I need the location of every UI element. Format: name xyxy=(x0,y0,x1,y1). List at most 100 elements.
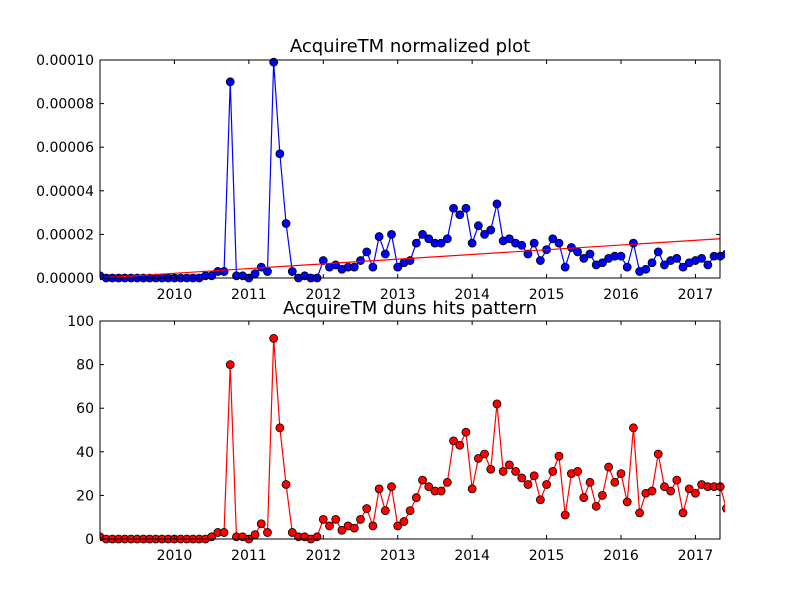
normalized-plot-data-point xyxy=(349,262,359,272)
normalized-plot-data-point xyxy=(647,258,657,268)
normalized-plot-data-point xyxy=(387,229,396,239)
duns-hits-data-point xyxy=(331,514,341,524)
normalized-plot-data-point xyxy=(436,238,446,248)
duns-hits-x-tick-label: 2015 xyxy=(529,548,565,564)
duns-hits-data-point xyxy=(591,501,601,511)
normalized-plot-data-point xyxy=(219,267,229,276)
duns-hits-x-tick-label: 2014 xyxy=(454,548,490,564)
normalized-plot-x-tick-label: 2011 xyxy=(231,287,267,303)
duns-hits-data-point xyxy=(523,480,533,489)
normalized-plot-data-point xyxy=(678,262,688,272)
normalized-plot-data-point xyxy=(380,249,390,259)
normalized-plot-x-axis: 2010 2011 2012 2013 2014 2015 2016 2017 xyxy=(157,60,713,303)
duns-hits-data-point xyxy=(635,508,645,518)
duns-hits-data-point xyxy=(436,486,446,496)
normalized-plot-data-point xyxy=(225,77,235,87)
duns-hits-x-tick-label: 2016 xyxy=(603,548,639,564)
normalized-plot-data-point xyxy=(442,234,452,244)
duns-hits-y-tick-label: 100 xyxy=(67,314,94,330)
duns-hits-data-point xyxy=(325,521,334,531)
duns-hits-data-point xyxy=(660,482,669,492)
normalized-plot-data-point xyxy=(535,256,545,265)
normalized-plot-data-point xyxy=(480,229,489,239)
normalized-plot-data-point xyxy=(263,267,272,276)
duns-hits-y-tick-label: 60 xyxy=(76,401,94,417)
normalized-plot-data-point xyxy=(486,225,496,235)
normalized-plot-data-point xyxy=(523,249,533,259)
normalized-plot-data-point xyxy=(560,262,570,272)
duns-hits-data-point xyxy=(604,462,613,472)
duns-hits-x-tick-label: 2011 xyxy=(231,548,267,564)
duns-hits-data-point xyxy=(405,506,415,516)
duns-hits-data-point xyxy=(461,427,471,437)
duns-hits-data-point xyxy=(548,467,558,476)
normalized-plot-data-point xyxy=(449,203,458,213)
normalized-plot-x-tick-label: 2010 xyxy=(157,287,193,303)
normalized-plot-data-point xyxy=(275,149,285,159)
duns-hits-data-point xyxy=(616,469,626,479)
normalized-plot-data-point xyxy=(529,238,539,248)
duns-hits-y-tick-label: 20 xyxy=(76,488,94,504)
normalized-plot-x-tick-label: 2014 xyxy=(454,287,490,303)
duns-hits-data-point xyxy=(672,475,682,485)
duns-hits-data-point xyxy=(560,510,570,520)
duns-hits-data-point xyxy=(349,523,359,533)
duns-hits-data-point xyxy=(387,482,396,492)
normalized-plot-chart: AcquireTM normalized plot 2010 2011 2012 20… xyxy=(36,36,725,303)
normalized-plot-y-tick-label: 0.00010 xyxy=(36,53,94,69)
normalized-plot-y-tick-label: 0.00002 xyxy=(36,227,94,243)
duns-hits-y-tick-label: 0 xyxy=(85,532,94,548)
duns-hits-data-point xyxy=(517,473,527,483)
duns-hits-data-point xyxy=(511,467,520,476)
normalized-plot-data-point xyxy=(697,253,707,263)
duns-hits-data-point xyxy=(455,440,465,450)
duns-hits-y-tick-label: 40 xyxy=(76,445,94,461)
duns-hits-data-point xyxy=(498,467,508,476)
normalized-plot-data-point xyxy=(616,251,626,261)
duns-hits-data-point xyxy=(535,495,545,505)
normalized-plot-data-point xyxy=(622,262,632,272)
normalized-plot-x-tick-label: 2016 xyxy=(603,287,639,303)
duns-hits-data-point xyxy=(312,532,322,542)
duns-hits-x-tick-label: 2012 xyxy=(305,548,341,564)
normalized-plot-data-point xyxy=(281,219,291,228)
duns-hits-data-point xyxy=(467,484,477,494)
duns-hits-data-point xyxy=(380,506,390,516)
normalized-plot-data-point xyxy=(573,247,582,257)
normalized-plot-data-point xyxy=(629,238,638,248)
duns-hits-data-point xyxy=(684,484,694,494)
normalized-plot-data-point xyxy=(641,264,651,274)
normalized-plot-data-point xyxy=(411,238,421,248)
normalized-plot-y-axis: 0.00000 0.00002 0.00004 0.00006 0.00008 0.000… xyxy=(36,53,720,287)
normalized-plot-data-point xyxy=(467,238,477,248)
duns-hits-data-point xyxy=(678,508,688,518)
normalized-plot-data-point xyxy=(579,253,589,263)
duns-hits-data-point xyxy=(411,493,421,502)
duns-hits-data-point xyxy=(250,530,260,540)
duns-hits-data-point xyxy=(225,360,235,370)
duns-hits-data-point xyxy=(318,514,328,524)
normalized-plot-data-point xyxy=(473,221,483,231)
normalized-plot-data-point xyxy=(461,203,471,213)
duns-hits-data-point xyxy=(368,521,378,531)
normalized-plot-data-point xyxy=(703,260,713,270)
duns-hits-data-point xyxy=(647,486,657,496)
normalized-plot-data-point xyxy=(672,253,682,263)
normalized-plot-data-point xyxy=(585,249,595,259)
duns-hits-data-point xyxy=(722,504,725,513)
normalized-plot-data-point xyxy=(362,247,372,257)
normalized-plot-data-point xyxy=(722,249,725,259)
normalized-plot-data-point xyxy=(492,199,502,209)
normalized-plot-x-tick-label: 2012 xyxy=(305,287,341,303)
duns-hits-data-point xyxy=(424,482,434,492)
duns-hits-data-point xyxy=(337,525,347,535)
normalized-plot-data-point xyxy=(598,258,607,268)
duns-hits-x-axis: 2010 2011 2012 2013 2014 2015 2016 2017 xyxy=(157,321,713,564)
normalized-plot-data-point xyxy=(660,260,669,270)
duns-hits-y-axis: 0 20 40 60 80 100 xyxy=(67,314,720,548)
duns-hits-data-point xyxy=(504,460,514,470)
normalized-plot-y-tick-label: 0.00004 xyxy=(36,184,94,200)
normalized-plot-data-point xyxy=(374,232,384,241)
duns-hits-x-tick-label: 2010 xyxy=(157,548,193,564)
